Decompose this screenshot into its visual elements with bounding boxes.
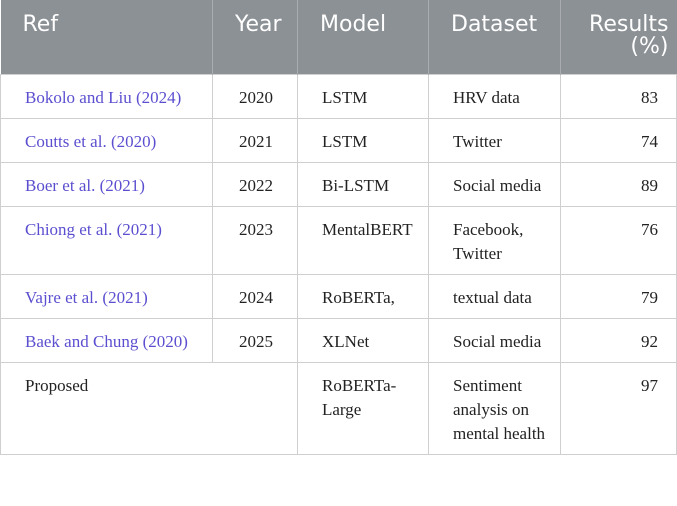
table-row: Vajre et al. (2021) 2024 RoBERTa, textual d… (0, 274, 677, 319)
table-cell: Chiong et al. (2021) (0, 206, 213, 275)
table-cell: LSTM (297, 74, 429, 119)
table-cell: 79 (560, 274, 677, 319)
table-cell: Boer et al. (2021) (0, 162, 213, 207)
table-cell: 89 (560, 162, 677, 207)
table-cell: Bi-LSTM (297, 162, 429, 207)
table-cell: Baek and Chung (2020) (0, 318, 213, 363)
table-body: Bokolo and Liu (2024) 2020 LSTM HRV data 83 C… (0, 74, 677, 455)
table-cell: Coutts et al. (2020) (0, 118, 213, 163)
table-cell: Vajre et al. (2021) (0, 274, 213, 319)
table-cell: Social media (428, 162, 561, 207)
table-cell: 2023 (212, 206, 298, 275)
table-cell: Twitter (428, 118, 561, 163)
table-cell: MentalBERT (297, 206, 429, 275)
table-cell: Sentiment analysis on mental health (428, 362, 561, 455)
table-cell: 2025 (212, 318, 298, 363)
header-cell: Dataset (428, 0, 561, 75)
table-cell: RoBERTa-Large (297, 362, 429, 455)
header-cell: Ref (0, 0, 213, 75)
table-cell: 2022 (212, 162, 298, 207)
table-cell: XLNet (297, 318, 429, 363)
table-cell: HRV data (428, 74, 561, 119)
table-row: Bokolo and Liu (2024) 2020 LSTM HRV data 83 (0, 74, 677, 119)
table-cell: Social media (428, 318, 561, 363)
header-cell: Results (%) (560, 0, 677, 75)
table-cell: 92 (560, 318, 677, 363)
table-row: Chiong et al. (2021) 2023 MentalBERT Facebo… (0, 206, 677, 275)
table-cell: 83 (560, 74, 677, 119)
table-cell: Bokolo and Liu (2024) (0, 74, 213, 119)
table-cell: 76 (560, 206, 677, 275)
table-cell: textual data (428, 274, 561, 319)
table-row: Proposed RoBERTa-Large Sentiment analysis … (0, 362, 677, 455)
table-cell: Facebook, Twitter (428, 206, 561, 275)
header-cell: Model (297, 0, 429, 75)
table-cell: RoBERTa, (297, 274, 429, 319)
table-row: Baek and Chung (2020) 2025 XLNet Social med… (0, 318, 677, 363)
header-row: Ref Year Model Dataset Results (%) (0, 0, 677, 75)
table-cell: Proposed (0, 362, 298, 455)
table-cell: 97 (560, 362, 677, 455)
table-cell: 2024 (212, 274, 298, 319)
header-cell: Year (212, 0, 298, 75)
table-row: Boer et al. (2021) 2022 Bi-LSTM Social medi… (0, 162, 677, 207)
table-row: Coutts et al. (2020) 2021 LSTM Twitter 74 (0, 118, 677, 163)
table-cell: 2021 (212, 118, 298, 163)
table-cell: LSTM (297, 118, 429, 163)
table-cell: 74 (560, 118, 677, 163)
results-table: Ref Year Model Dataset Results (%) Bokolo an… (0, 0, 677, 455)
table-cell: 2020 (212, 74, 298, 119)
